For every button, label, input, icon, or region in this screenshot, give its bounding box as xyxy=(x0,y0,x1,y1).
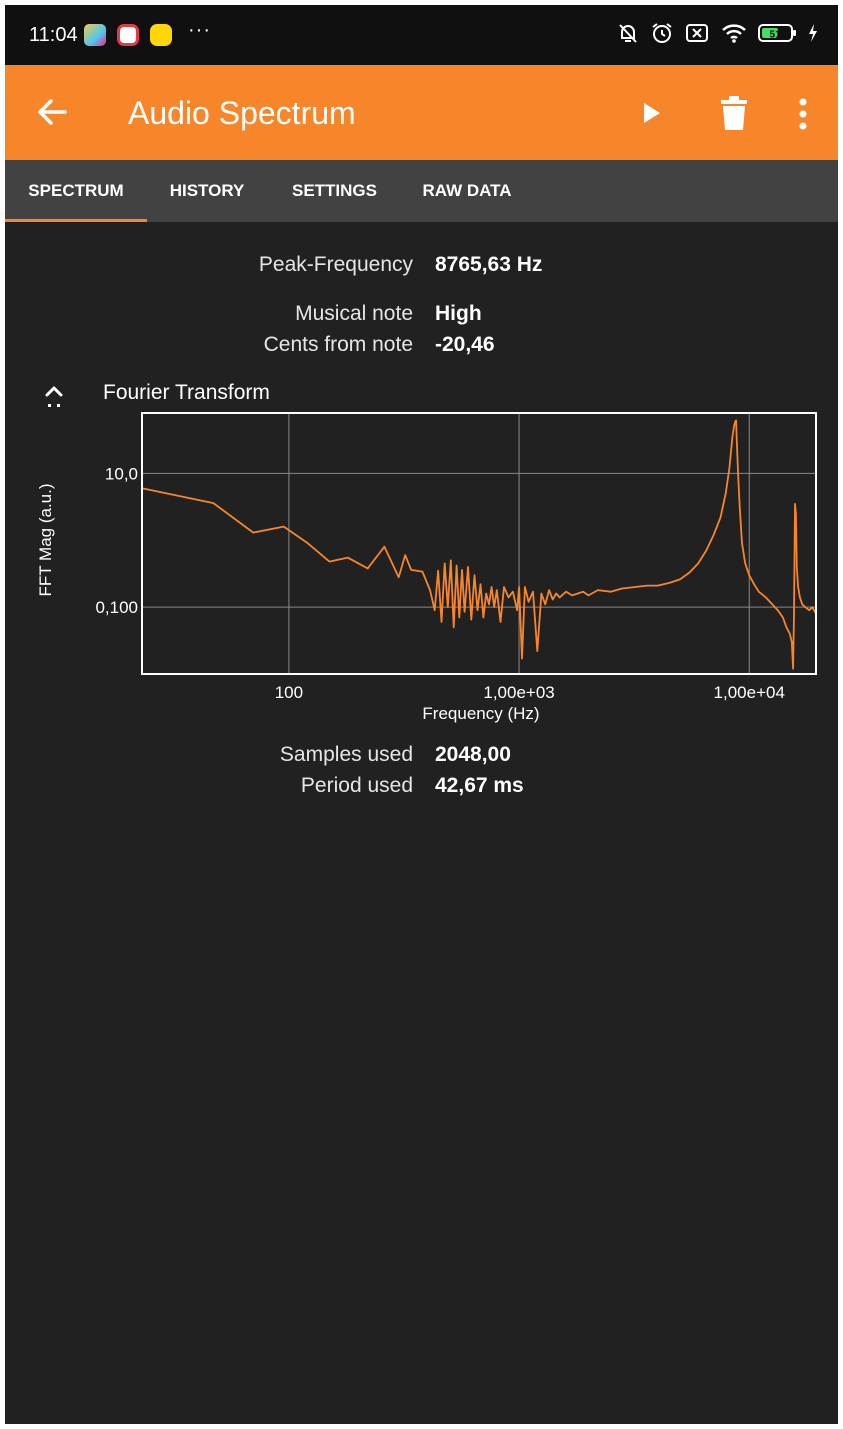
app-title: Audio Spectrum xyxy=(128,95,356,131)
back-arrow-icon[interactable] xyxy=(35,95,69,129)
app-bar: Audio Spectrum xyxy=(5,65,838,160)
peak-frequency-value: 8765,63 Hz xyxy=(435,253,543,276)
period-row: Period used 42,67 ms xyxy=(5,774,838,802)
fft-series-line xyxy=(141,419,817,670)
wifi-icon xyxy=(722,24,746,43)
collapse-chart-icon[interactable] xyxy=(43,383,65,411)
notification-app-icon xyxy=(117,24,139,46)
samples-row: Samples used 2048,00 xyxy=(5,743,838,771)
plot-frame xyxy=(141,412,817,675)
phone-screen: 11:04 ··· xyxy=(5,5,838,1424)
status-time: 11:04 xyxy=(29,24,78,46)
x-tick-label: 1,00e+04 xyxy=(714,683,785,702)
bell-muted-icon xyxy=(619,24,637,43)
musical-note-row: Musical note High xyxy=(5,302,838,330)
peak-frequency-label: Peak-Frequency xyxy=(258,253,413,276)
fft-chart[interactable]: 100 1,00e+03 1,00e+04 10,0 0,100 Frequency (… xyxy=(5,400,838,730)
samples-label: Samples used xyxy=(279,743,413,766)
chart-x-axis-label: Frequency (Hz) xyxy=(422,704,539,723)
tab-selected-indicator xyxy=(5,219,147,222)
musical-note-value: High xyxy=(435,302,482,325)
battery-level: 51 xyxy=(769,30,781,41)
chart-grid xyxy=(142,413,816,674)
y-tick-label: 10,0 xyxy=(105,464,138,483)
status-icons: 51 xyxy=(616,21,818,45)
cents-row: Cents from note -20,46 xyxy=(5,333,838,361)
tab-raw-data[interactable]: RAW DATA xyxy=(422,181,512,200)
battery-icon: 51 xyxy=(758,24,796,42)
y-tick-label: 0,100 xyxy=(95,598,138,617)
chart-title: Fourier Transform xyxy=(103,381,270,404)
musical-note-label: Musical note xyxy=(295,302,413,325)
charging-icon xyxy=(809,24,817,42)
chart-series xyxy=(141,419,817,670)
more-options-icon[interactable] xyxy=(798,97,808,131)
play-icon[interactable] xyxy=(641,101,663,125)
alarm-icon xyxy=(652,23,672,43)
samples-value: 2048,00 xyxy=(435,743,511,766)
period-label: Period used xyxy=(300,774,413,797)
sim-off-icon xyxy=(686,24,708,42)
status-more-notifications: ··· xyxy=(188,19,211,41)
tab-bar: SPECTRUM HISTORY SETTINGS RAW DATA xyxy=(5,160,838,222)
notification-photo-icon xyxy=(84,24,106,46)
tab-spectrum[interactable]: SPECTRUM xyxy=(28,181,124,200)
delete-icon[interactable] xyxy=(720,95,748,131)
tab-history[interactable]: HISTORY xyxy=(169,181,245,200)
x-tick-label: 100 xyxy=(275,683,303,702)
x-tick-label: 1,00e+03 xyxy=(483,683,554,702)
period-value: 42,67 ms xyxy=(435,774,524,797)
status-bar: 11:04 ··· xyxy=(5,5,838,65)
peak-frequency-row: Peak-Frequency 8765,63 Hz xyxy=(5,253,838,281)
chart-ticks: 100 1,00e+03 1,00e+04 10,0 0,100 xyxy=(95,464,784,702)
notification-emoji-icon xyxy=(150,24,172,46)
cents-label: Cents from note xyxy=(263,333,413,356)
tab-settings[interactable]: SETTINGS xyxy=(291,181,377,200)
cents-value: -20,46 xyxy=(435,333,495,356)
